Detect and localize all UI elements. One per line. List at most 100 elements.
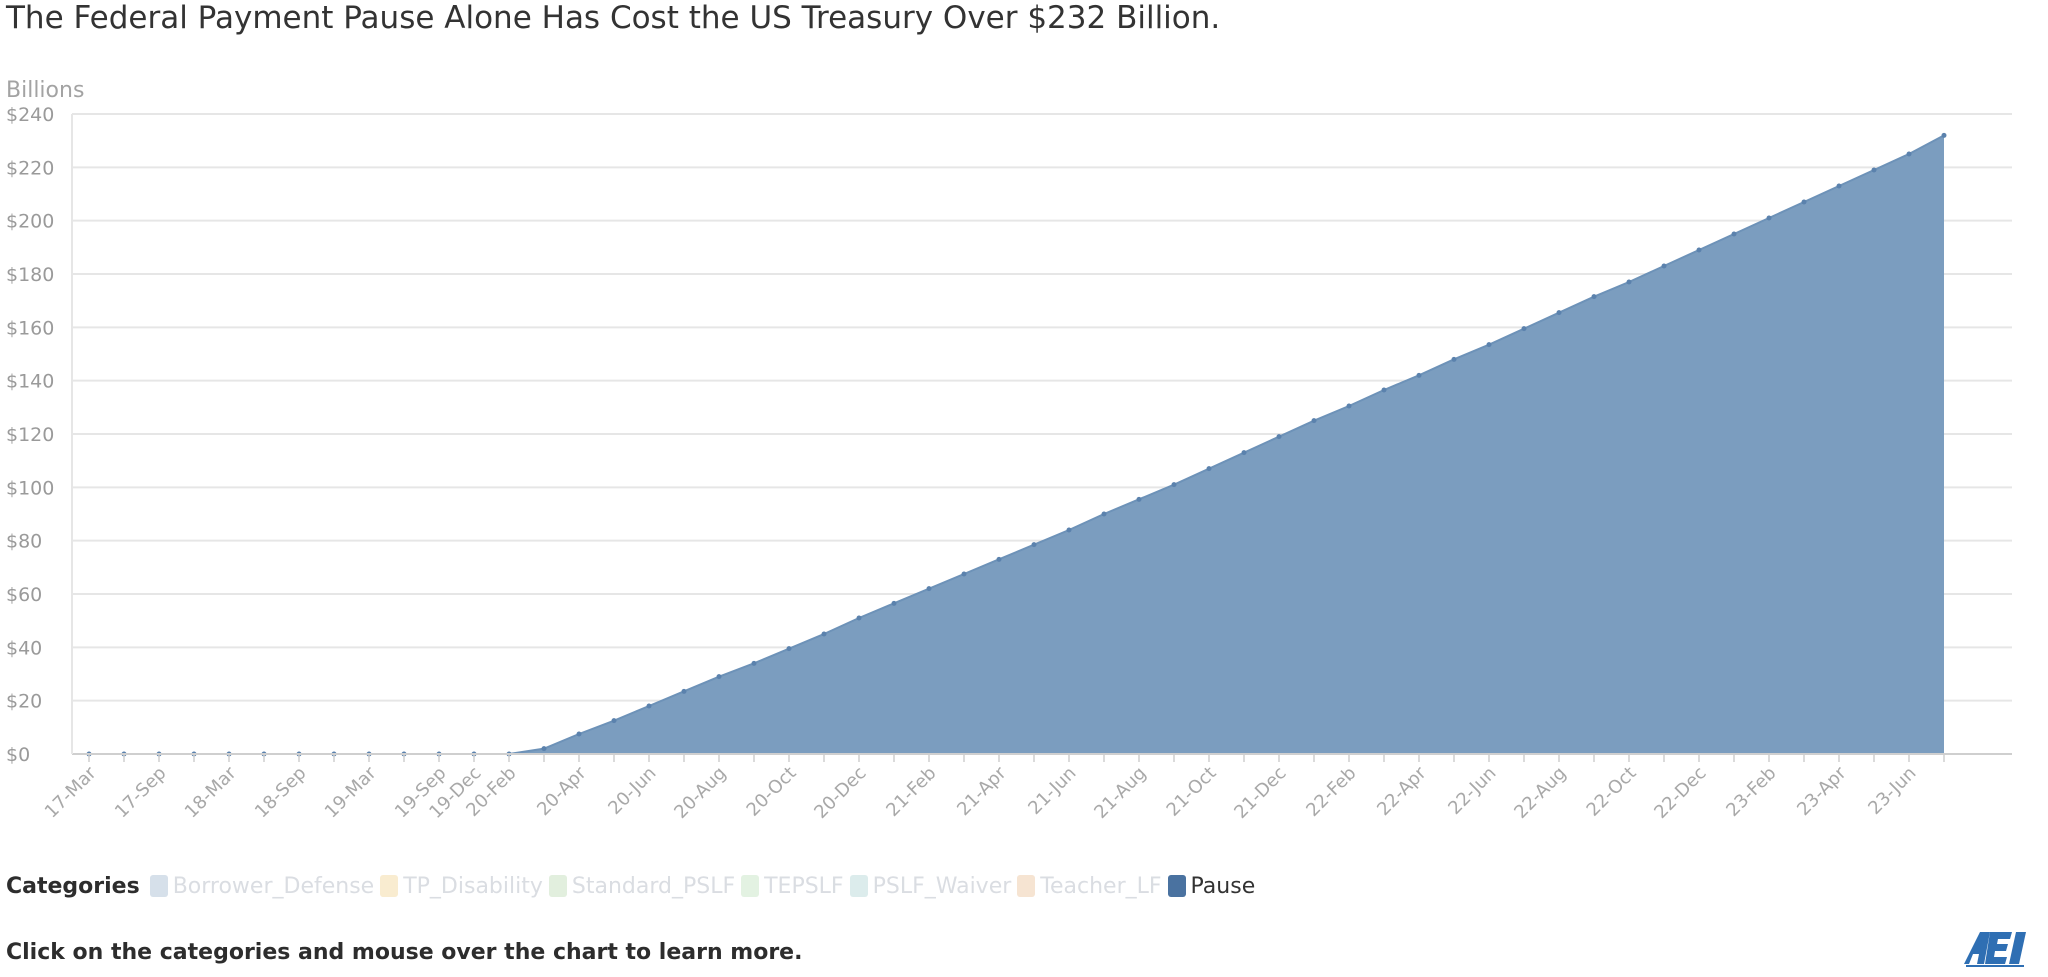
x-tick-label: 20-Jun	[604, 763, 660, 819]
data-point[interactable]	[1451, 356, 1457, 362]
legend-item-teacher-lf[interactable]: Teacher_LF	[1017, 873, 1162, 899]
legend-item-standard-pslf[interactable]: Standard_PSLF	[548, 873, 736, 899]
y-tick-label: $20	[6, 691, 42, 713]
x-tick-label: 20-Oct	[743, 763, 801, 821]
legend-item-pause[interactable]: Pause	[1167, 873, 1256, 899]
legend-item-borrower-defense[interactable]: Borrower_Defense	[149, 873, 375, 899]
data-point[interactable]	[1031, 542, 1037, 548]
legend-label: Teacher_LF	[1040, 873, 1162, 899]
legend-items: Borrower_Defense TP_Disability Standard_PS…	[149, 873, 1262, 899]
data-point[interactable]	[1276, 434, 1282, 440]
data-point[interactable]	[891, 600, 897, 606]
data-point[interactable]	[1906, 151, 1912, 157]
data-point[interactable]	[1066, 527, 1072, 533]
legend-item-tp-disability[interactable]: TP_Disability	[380, 874, 543, 899]
y-tick-label: $140	[6, 371, 54, 393]
legend-item-tepslf[interactable]: TEPSLF	[741, 873, 844, 899]
data-point[interactable]	[1521, 326, 1527, 332]
data-point[interactable]	[1416, 372, 1422, 378]
legend-item-pslf-waiver[interactable]: PSLF_Waiver	[849, 873, 1012, 899]
legend-label: Pause	[1190, 873, 1256, 899]
data-point[interactable]	[611, 718, 617, 724]
data-point[interactable]	[926, 586, 932, 592]
x-tick-label: 20-Apr	[533, 762, 591, 820]
x-tick-label: 21-Feb	[882, 763, 940, 821]
x-tick-label: 21-Apr	[953, 762, 1011, 820]
legend-swatch	[548, 875, 567, 897]
legend-label: PSLF_Waiver	[872, 873, 1012, 899]
x-tick-label: 21-Aug	[1090, 763, 1150, 823]
x-tick-label: 22-Jun	[1444, 763, 1500, 819]
data-point[interactable]	[1696, 247, 1702, 253]
y-tick-label: $180	[6, 264, 54, 286]
data-point[interactable]	[1731, 231, 1737, 237]
y-tick-label: $160	[6, 317, 54, 339]
legend-swatch	[1017, 875, 1036, 897]
y-tick-label: $100	[6, 477, 54, 499]
data-point[interactable]	[1871, 167, 1877, 173]
data-point[interactable]	[1556, 310, 1562, 316]
x-tick-label: 17-Mar	[41, 762, 101, 822]
legend-label: Borrower_Defense	[172, 873, 375, 899]
x-tick-label: 22-Apr	[1373, 762, 1431, 820]
data-point[interactable]	[1241, 450, 1247, 456]
data-point[interactable]	[1766, 215, 1772, 221]
data-point[interactable]	[856, 615, 862, 621]
data-point[interactable]	[1136, 496, 1142, 502]
data-point[interactable]	[821, 631, 827, 637]
data-point[interactable]	[961, 571, 967, 577]
x-tick-label: 21-Oct	[1163, 763, 1221, 821]
data-point[interactable]	[541, 746, 547, 752]
data-point[interactable]	[1626, 279, 1632, 285]
y-axis-ticks: $0 $20 $40 $60 $80 $100 $120 $140 $160 $180 $200 $2…	[6, 104, 54, 766]
data-point[interactable]	[1941, 132, 1947, 138]
x-tick-label: 22-Dec	[1650, 763, 1710, 823]
y-tick-label: $80	[6, 531, 42, 553]
x-tick-label: 20-Dec	[810, 763, 870, 823]
x-axis	[71, 114, 2012, 762]
data-point[interactable]	[1381, 387, 1387, 393]
data-point[interactable]	[716, 674, 722, 680]
y-tick-label: $240	[6, 104, 54, 126]
aei-logo-icon	[1964, 932, 2026, 967]
y-tick-label: $0	[6, 744, 30, 766]
data-point[interactable]	[1311, 418, 1317, 424]
chart-title: The Federal Payment Pause Alone Has Cost…	[6, 0, 1221, 36]
data-point[interactable]	[1486, 342, 1492, 348]
legend-swatch	[849, 875, 868, 897]
data-point[interactable]	[751, 660, 757, 666]
data-point[interactable]	[1206, 466, 1212, 472]
data-point[interactable]	[1836, 183, 1842, 189]
x-tick-label: 22-Aug	[1510, 763, 1570, 823]
area-fill[interactable]	[89, 135, 1944, 754]
data-point[interactable]	[786, 646, 792, 652]
data-point[interactable]	[1591, 294, 1597, 300]
data-point[interactable]	[1171, 482, 1177, 488]
y-tick-label: $200	[6, 211, 54, 233]
data-point[interactable]	[576, 731, 582, 737]
data-point[interactable]	[996, 556, 1002, 562]
legend-heading: Categories	[6, 873, 140, 899]
x-tick-label: 20-Aug	[670, 763, 730, 823]
data-point[interactable]	[1101, 511, 1107, 517]
data-point[interactable]	[1661, 263, 1667, 269]
x-tick-label: 18-Mar	[181, 762, 241, 822]
legend-label: TP_Disability	[403, 873, 543, 899]
y-tick-label: $60	[6, 584, 42, 606]
legend-swatch	[1167, 875, 1186, 897]
legend-label: Standard_PSLF	[571, 873, 736, 899]
y-tick-label: $120	[6, 424, 54, 446]
y-axis-label: Billions	[6, 78, 84, 103]
x-tick-label: 19-Mar	[321, 762, 381, 822]
y-tick-label: $220	[6, 157, 54, 179]
area-series-pause[interactable]	[86, 132, 1947, 757]
data-point[interactable]	[646, 703, 652, 709]
legend-swatch	[741, 875, 760, 897]
area-chart[interactable]: Billions $0$20$40$60$80$100$120$140$160$…	[0, 70, 2048, 870]
legend-label: TEPSLF	[764, 873, 844, 899]
data-point[interactable]	[1801, 199, 1807, 205]
data-point[interactable]	[1346, 403, 1352, 409]
data-point[interactable]	[681, 688, 687, 694]
x-tick-label: 23-Jun	[1864, 763, 1920, 819]
x-tick-label: 23-Apr	[1793, 762, 1851, 820]
